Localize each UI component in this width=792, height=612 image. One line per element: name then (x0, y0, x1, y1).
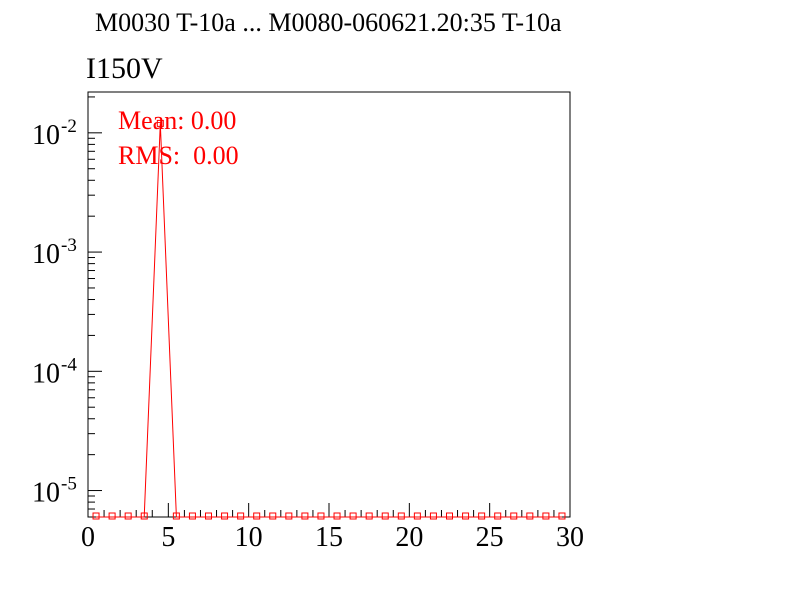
data-point (269, 512, 277, 520)
data-point (253, 512, 261, 520)
data-point (446, 512, 453, 520)
stats-mean-label: Mean: (118, 106, 185, 135)
x-tick-label: 15 (315, 522, 343, 553)
axis-ticks (87, 96, 571, 518)
data-point (108, 512, 116, 520)
data-point (462, 512, 470, 520)
y-tick-exponent: -4 (61, 354, 77, 375)
data-point (285, 512, 293, 520)
y-tick-exponent: -3 (61, 235, 77, 256)
data-point (478, 512, 486, 520)
data-point (558, 512, 566, 520)
data-point (301, 512, 309, 520)
data-point (172, 512, 180, 520)
y-tick-exponent: -5 (61, 474, 77, 495)
data-point (237, 512, 245, 520)
data-point (429, 512, 437, 520)
y-tick-exponent: -2 (61, 116, 77, 137)
data-point (542, 512, 550, 520)
stats-rms-label: RMS: (118, 141, 181, 170)
x-tick-label: 5 (161, 522, 175, 553)
data-point (381, 512, 389, 520)
header-title: M0030 T-10a ... M0080-060621.20:35 T-10a (95, 8, 562, 37)
y-tick-label: 10-4 (32, 354, 77, 389)
data-point (92, 512, 100, 520)
y-tick-label: 10-2 (32, 116, 77, 151)
data-point (510, 512, 518, 520)
stats-rms: RMS: 0.00 (118, 141, 239, 171)
data-point (526, 512, 534, 520)
y-tick-label: 10-5 (32, 474, 77, 509)
data-point (140, 512, 148, 520)
data-point (317, 512, 325, 520)
data-point (349, 512, 357, 520)
data-point (188, 512, 196, 520)
x-tick-label: 20 (395, 522, 423, 553)
stats-rms-value: 0.00 (193, 141, 239, 170)
stats-mean: Mean: 0.00 (118, 106, 236, 136)
stats-mean-value: 0.00 (190, 106, 237, 135)
x-tick-label: 0 (81, 522, 95, 553)
y-tick-label: 10-3 (32, 235, 77, 270)
data-point (221, 512, 229, 520)
x-tick-label: 25 (476, 522, 504, 553)
data-point (333, 512, 341, 520)
data-point (494, 512, 502, 520)
data-point (397, 512, 405, 520)
x-tick-label: 10 (235, 522, 263, 553)
x-tick-label: 30 (556, 522, 584, 553)
data-point (413, 512, 421, 520)
plot-title: I150V (86, 52, 163, 85)
series-markers (92, 119, 566, 520)
plot-frame (87, 91, 571, 518)
data-point (365, 512, 373, 520)
data-point (124, 512, 132, 520)
data-point (156, 119, 164, 127)
data-point (205, 512, 212, 520)
